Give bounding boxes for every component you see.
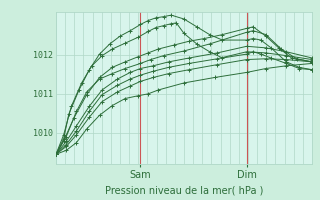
X-axis label: Pression niveau de la mer( hPa ): Pression niveau de la mer( hPa ) (105, 185, 263, 195)
